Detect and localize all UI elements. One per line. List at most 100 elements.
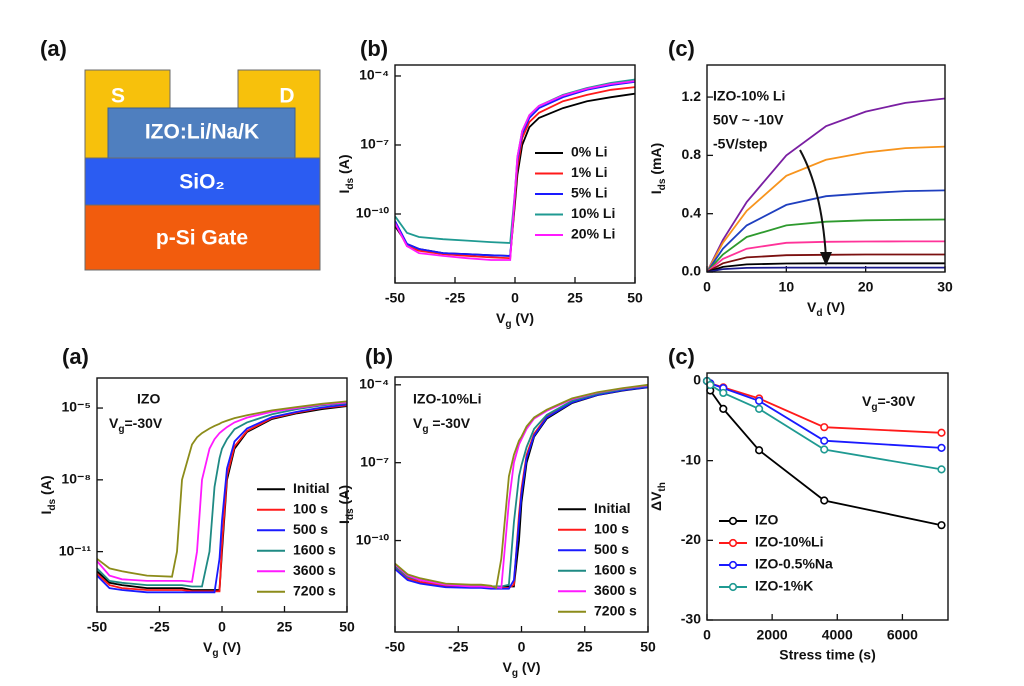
- annotation: 50V ~ -10V: [713, 112, 784, 128]
- annotation-part: g: [871, 402, 877, 413]
- series-line: [707, 262, 945, 272]
- x-axis-label-part: V: [807, 299, 817, 315]
- dielectric-label: SiO₂: [179, 171, 225, 194]
- x-tick-label: 25: [577, 639, 593, 655]
- series-line: [97, 404, 347, 593]
- legend-label: 1600 s: [594, 561, 637, 577]
- plot-lines: [395, 383, 648, 590]
- panel-label: (a): [40, 36, 67, 61]
- y-tick-label: 10⁻⁷: [360, 453, 389, 469]
- y-tick-label: 10⁻⁴: [359, 67, 389, 83]
- y-tick-label: 10⁻¹⁰: [356, 531, 390, 547]
- data-point: [820, 423, 829, 432]
- y-tick-label: 10⁻¹⁰: [356, 205, 390, 221]
- legend-label: Initial: [594, 500, 631, 516]
- data-point: [820, 445, 829, 454]
- series-line: [707, 266, 945, 272]
- x-axis-label-part: (V): [511, 310, 534, 326]
- legend-label: IZO: [755, 512, 778, 528]
- x-tick-label: 10: [779, 279, 795, 295]
- y-axis-label-part: (mA): [648, 143, 664, 179]
- x-tick-label: 0: [218, 619, 226, 635]
- legend-label: 3600 s: [293, 562, 336, 578]
- panel-label: (b): [360, 36, 388, 61]
- y-axis-label-part: ds: [47, 498, 58, 510]
- annotation-part: V: [862, 393, 872, 409]
- legend-label: 100 s: [594, 520, 629, 536]
- annotation-part: =-30V: [878, 393, 916, 409]
- data-point: [820, 436, 829, 445]
- legend-label: 500 s: [293, 521, 328, 537]
- annotation: IZO-10%Li: [413, 391, 481, 407]
- y-tick-label: 1.2: [682, 88, 702, 104]
- legend-marker: [728, 538, 738, 548]
- plot-lines: [395, 78, 635, 261]
- x-axis-label-part: g: [212, 648, 218, 659]
- x-tick-label: 30: [937, 279, 953, 295]
- x-axis-label-part: g: [505, 319, 511, 330]
- legend-label: 20% Li: [571, 226, 615, 242]
- series-line: [707, 189, 945, 272]
- x-axis-label: Vg (V): [203, 639, 241, 659]
- y-tick-label: -20: [681, 531, 701, 547]
- x-tick-label: -25: [448, 639, 468, 655]
- annotation: IZO-10% Li: [713, 88, 785, 104]
- panel-label: (a): [62, 344, 89, 369]
- annotation-part: =-30V: [429, 415, 471, 431]
- y-tick-label: 0.0: [682, 263, 702, 279]
- y-tick-label: 10⁻⁵: [61, 399, 91, 415]
- y-tick-label: 10⁻⁴: [359, 376, 389, 392]
- legend-label: Initial: [293, 480, 330, 496]
- annotation-part: g: [422, 424, 428, 435]
- plot-frame: [706, 372, 949, 621]
- x-tick-label: 0: [518, 639, 526, 655]
- legend-marker: [728, 560, 738, 570]
- x-axis-label: Vg (V): [496, 310, 534, 330]
- plot-frame: [394, 64, 636, 284]
- data-point: [937, 465, 946, 474]
- data-point: [937, 443, 946, 452]
- x-axis-label-part: V: [203, 639, 213, 655]
- panel-label: (b): [365, 344, 393, 369]
- x-axis-label-part: (V): [218, 639, 241, 655]
- arrow: [799, 149, 827, 259]
- y-axis-label: Ids (A): [38, 476, 58, 515]
- y-tick-label: 0.8: [682, 146, 702, 162]
- y-axis-label-part: (A): [38, 476, 54, 499]
- panel-label: (c): [668, 36, 695, 61]
- annotation-part: =-30V: [125, 415, 163, 431]
- legend-label: 1600 s: [293, 541, 336, 557]
- y-axis-label-part: (A): [336, 485, 352, 508]
- annotation: IZO: [137, 391, 160, 407]
- y-tick-label: 0: [693, 372, 701, 388]
- y-axis-label-part: ds: [657, 178, 668, 190]
- series-line: [395, 383, 648, 590]
- legend-label: 5% Li: [571, 185, 608, 201]
- x-tick-label: 25: [567, 290, 583, 306]
- legend-label: 1% Li: [571, 164, 608, 180]
- legend-label: IZO-0.5%Na: [755, 556, 833, 572]
- series-line: [395, 80, 635, 261]
- x-tick-label: -25: [445, 290, 465, 306]
- annotation: Vg=-30V: [862, 393, 916, 413]
- gate-layer: [84, 204, 321, 271]
- data-point: [755, 446, 764, 455]
- data-point: [937, 428, 946, 437]
- annotation-part: V: [413, 415, 423, 431]
- x-axis-label-part: (V): [822, 299, 845, 315]
- y-axis-label-part: th: [657, 482, 668, 492]
- plot-frame: [706, 64, 946, 273]
- annotation: Vg =-30V: [413, 415, 471, 435]
- data-point: [755, 404, 764, 413]
- device-schematic: (a) S D IZO:Li/Na/K SiO₂ p-Si Gate: [40, 36, 321, 271]
- y-axis-label-part: I: [336, 190, 352, 194]
- data-point: [937, 521, 946, 530]
- plot-frame: [394, 376, 649, 633]
- x-axis-label-part: V: [496, 310, 506, 326]
- annotation-part: g: [118, 424, 124, 435]
- y-axis-label-part: ds: [345, 508, 356, 520]
- legend-label: 7200 s: [594, 602, 637, 618]
- channel-layer: [107, 107, 296, 159]
- x-axis-label-part: (V): [518, 659, 541, 675]
- legend-label: 0% Li: [571, 144, 608, 160]
